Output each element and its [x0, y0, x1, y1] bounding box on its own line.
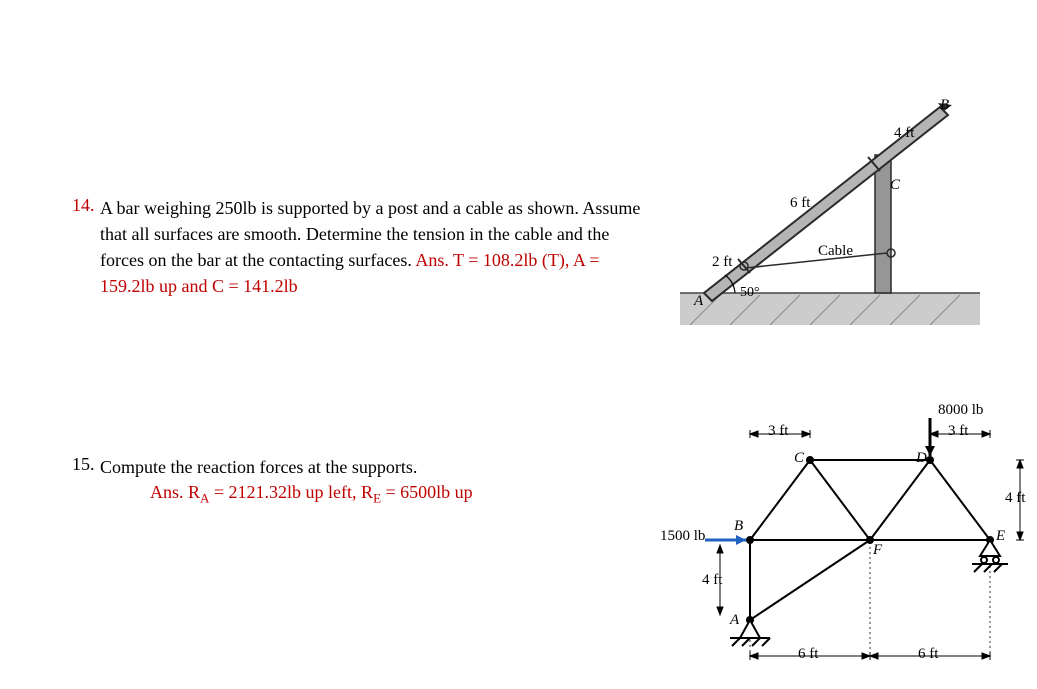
fig14-label-50: 50°	[740, 285, 760, 301]
fig15-label-F: F	[873, 542, 882, 559]
fig15-label-3ft-r: 3 ft	[948, 423, 968, 440]
fig15-label-E: E	[996, 528, 1005, 545]
problem-15-answer: Ans. RA = 2121.32lb up left, RE = 6500lb…	[150, 482, 630, 507]
problem-14-block: A bar weighing 250lb is supported by a p…	[100, 195, 652, 299]
fig15-label-3ft-l: 3 ft	[768, 423, 788, 440]
ans-sub-A: A	[200, 491, 209, 506]
fig15-label-6ft-r: 6 ft	[918, 646, 938, 663]
fig14-label-C: C	[890, 177, 900, 194]
problem-15-text: Compute the reaction forces at the suppo…	[100, 454, 630, 480]
ans-pre: Ans. R	[150, 482, 200, 502]
figure-15: A B C F D E 3 ft 3 ft 4 ft 4 ft 6 ft 6 f…	[660, 390, 1035, 670]
fig14-label-6ft: 6 ft	[790, 195, 810, 212]
problem-15-block: Compute the reaction forces at the suppo…	[100, 454, 630, 507]
fig14-label-A: A	[694, 293, 703, 310]
fig15-label-1500: 1500 lb	[660, 528, 705, 545]
figure-14: B C A 4 ft 6 ft 2 ft Cable 50°	[680, 95, 980, 325]
fig14-label-B: B	[940, 97, 949, 114]
fig15-label-8000: 8000 lb	[938, 402, 983, 419]
problem-14-number: 14.	[72, 195, 95, 216]
fig15-label-C: C	[794, 450, 804, 467]
fig15-label-A: A	[730, 612, 739, 629]
fig15-label-B: B	[734, 518, 743, 535]
fig15-label-4ft-l: 4 ft	[702, 572, 722, 589]
fig14-label-4ft: 4 ft	[894, 125, 914, 142]
ans-mid2: = 6500lb up	[381, 482, 473, 502]
fig15-label-6ft-l: 6 ft	[798, 646, 818, 663]
fig15-label-D: D	[916, 450, 927, 467]
fig15-label-4ft-u: 4 ft	[1005, 490, 1025, 507]
ans-mid1: = 2121.32lb up left, R	[209, 482, 373, 502]
fig14-label-cable: Cable	[818, 243, 853, 260]
problem-15-number: 15.	[72, 454, 95, 475]
fig14-label-2ft: 2 ft	[712, 254, 732, 271]
ans-sub-E: E	[373, 491, 381, 506]
